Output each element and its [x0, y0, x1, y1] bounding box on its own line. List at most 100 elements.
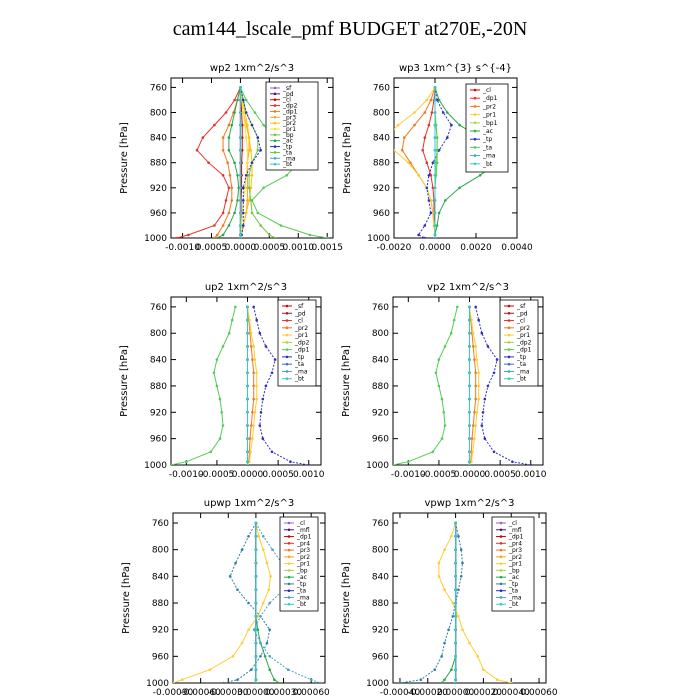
- legend-label: _bt: [516, 376, 527, 383]
- data-point: [468, 305, 471, 309]
- legend-label: _ta: [282, 149, 292, 156]
- data-point: [468, 463, 471, 465]
- data-point: [474, 384, 478, 388]
- legend-label: _pr4: [296, 540, 310, 547]
- legend-marker: [499, 569, 503, 572]
- data-point: [425, 161, 429, 164]
- legend-marker: [273, 127, 277, 131]
- data-point: [407, 161, 410, 164]
- y-tick-label: 920: [150, 184, 167, 194]
- data-point: [242, 186, 245, 190]
- legend-marker: [473, 121, 477, 125]
- x-tick-label: 0.0000: [419, 243, 451, 253]
- data-point: [252, 628, 256, 631]
- legend-label: _bt: [294, 376, 305, 383]
- data-point: [250, 123, 254, 127]
- legend-marker: [285, 326, 289, 330]
- data-point: [213, 236, 216, 238]
- data-point: [435, 161, 439, 164]
- data-point: [257, 535, 261, 538]
- data-point: [255, 397, 258, 401]
- data-point: [239, 148, 242, 152]
- y-tick-label: 800: [150, 109, 167, 119]
- y-tick-label: 800: [372, 546, 389, 556]
- legend-marker: [273, 151, 277, 154]
- data-point: [451, 615, 455, 618]
- legend-marker: [287, 535, 291, 538]
- legend-label: _dp1: [516, 347, 532, 354]
- legend-marker: [273, 133, 277, 137]
- data-point: [242, 111, 245, 114]
- legend-marker: [507, 362, 511, 366]
- legend-label: _cl: [508, 520, 517, 527]
- data-point: [262, 535, 265, 538]
- y-tick-label: 960: [150, 435, 167, 445]
- legend-label: _dp1: [294, 347, 310, 354]
- x-tick-label: 0.00020: [465, 688, 502, 698]
- data-point: [234, 305, 237, 309]
- data-point: [246, 450, 249, 454]
- data-point: [240, 123, 244, 127]
- data-point: [427, 174, 431, 177]
- data-point: [474, 305, 478, 309]
- y-axis-label: Pressure [hPa]: [341, 345, 352, 417]
- legend-marker: [473, 113, 477, 116]
- data-point: [413, 123, 416, 127]
- data-point: [407, 460, 410, 464]
- data-point: [443, 345, 447, 348]
- x-tick-label: -0.00060: [180, 688, 221, 698]
- data-point: [279, 224, 283, 227]
- data-point: [246, 305, 249, 309]
- data-point: [270, 450, 274, 454]
- legend-label: _pr1: [294, 332, 308, 339]
- chart-panel: vpwp 1xm^2/s^3 Pressure [hPa] 760 800 840 880…: [341, 498, 558, 698]
- y-axis-label: Pressure [hPa]: [342, 122, 353, 194]
- data-point: [252, 384, 255, 388]
- data-point: [285, 174, 289, 177]
- data-point: [230, 123, 234, 127]
- data-point: [473, 411, 476, 414]
- data-point: [468, 345, 471, 348]
- data-point: [476, 655, 480, 658]
- legend-marker: [507, 333, 511, 337]
- y-tick-label: 840: [150, 356, 167, 366]
- legend-label: _pr1: [482, 112, 496, 119]
- legend-label: _cl: [516, 318, 525, 325]
- data-point: [185, 460, 188, 464]
- data-point: [461, 628, 464, 631]
- data-point: [480, 331, 484, 335]
- data-point: [256, 148, 260, 152]
- data-point: [254, 561, 258, 565]
- data-point: [433, 199, 437, 202]
- data-point: [262, 601, 265, 605]
- data-point: [450, 668, 453, 671]
- data-point: [325, 236, 329, 238]
- y-tick-label: 800: [372, 329, 389, 339]
- data-point: [454, 681, 457, 683]
- data-point: [253, 411, 257, 414]
- data-point: [258, 424, 262, 427]
- data-point: [492, 371, 496, 375]
- x-tick-label: 0.00060: [293, 688, 330, 698]
- data-point: [441, 111, 445, 114]
- legend-label: _bp: [508, 567, 520, 574]
- data-point: [240, 148, 244, 152]
- data-point: [435, 136, 439, 139]
- data-point: [442, 411, 446, 414]
- data-point: [433, 174, 437, 177]
- y-tick-label: 960: [372, 435, 389, 445]
- x-tick-label: 0.0010: [515, 470, 547, 480]
- legend-marker: [507, 355, 511, 359]
- data-point: [227, 224, 231, 227]
- legend-label: _ac: [296, 574, 307, 581]
- data-point: [433, 123, 437, 127]
- data-point: [440, 437, 444, 440]
- y-tick-label: 760: [372, 519, 389, 529]
- x-tick-label: 0.0000: [232, 470, 264, 480]
- data-point: [475, 411, 479, 414]
- chart-panel: upwp 1xm^2/s^3 Pressure [hPa] 760 800 840 880…: [121, 498, 330, 698]
- data-point: [446, 136, 449, 139]
- legend-label: _pr2: [296, 554, 310, 561]
- data-point: [243, 123, 247, 127]
- data-point: [236, 588, 239, 591]
